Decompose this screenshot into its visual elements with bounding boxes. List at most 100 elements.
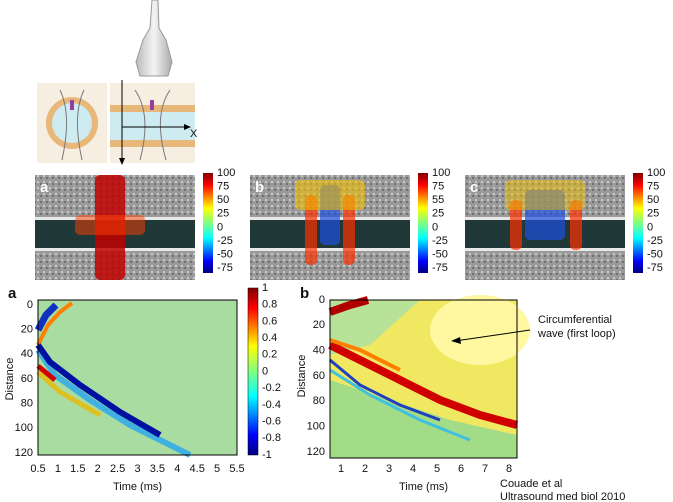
citation: Couade et al — [500, 478, 562, 490]
colorbar-tick-label: 1 — [262, 282, 268, 294]
axis-label: X — [190, 128, 198, 140]
x-tick-label: 2.5 — [110, 463, 125, 475]
image-row: a1007550250-25-50-75b1007555250-25-50-75… — [35, 167, 665, 280]
colorbar-tick-label: 0.4 — [262, 332, 277, 344]
colorbar-tick-label: -50 — [647, 249, 663, 261]
colorbar-tick-label: -75 — [647, 262, 663, 274]
colorbar-tick-label: -0.4 — [262, 399, 281, 411]
x-tick-label: 4.5 — [190, 463, 205, 475]
x-axis-label: Time (ms) — [113, 481, 162, 493]
colorbar-tick-label: 0 — [647, 221, 653, 233]
x-axis-label: Time (ms) — [399, 481, 448, 493]
colorbar-tick-label: -0.2 — [262, 382, 281, 394]
x-tick-label: 7 — [482, 463, 488, 475]
y-tick-label: 100 — [15, 422, 33, 434]
x-tick-label: 8 — [506, 463, 512, 475]
colorbar-tick-label: 25 — [217, 208, 229, 220]
colorbar-tick-label: 50 — [647, 194, 659, 206]
colorbar-tick-label: 55 — [432, 194, 444, 206]
x-tick-label: 3 — [134, 463, 140, 475]
x-tick-label: 3 — [386, 463, 392, 475]
y-tick-label: 40 — [21, 348, 33, 360]
y-tick-label: 0 — [27, 299, 33, 311]
colorbar-tick-label: -75 — [432, 262, 448, 274]
x-tick-label: 2 — [95, 463, 101, 475]
colorbar-tick-label: 0.8 — [262, 299, 277, 311]
x-tick-label: 2 — [362, 463, 368, 475]
colorbar — [203, 173, 213, 273]
x-tick-label: 4 — [410, 463, 416, 475]
y-tick-label: 80 — [313, 395, 325, 407]
colorbar-tick-label: -0.6 — [262, 416, 281, 428]
colorbar-tick-label: -0.8 — [262, 432, 281, 444]
colorbar-tick-label: -50 — [432, 249, 448, 261]
y-tick-label: 0 — [319, 294, 325, 306]
x-tick-label: 5.5 — [229, 463, 244, 475]
x-tick-label: 5 — [214, 463, 220, 475]
colorbar-tick-label: 100 — [217, 167, 235, 179]
y-tick-label: 20 — [313, 319, 325, 331]
x-tick-label: 6 — [458, 463, 464, 475]
colorbar-tick-label: -50 — [217, 249, 233, 261]
colorbar — [633, 173, 643, 273]
x-tick-label: 1 — [55, 463, 61, 475]
colorbar-tick-label: 0.2 — [262, 349, 277, 361]
annotation: wave (first loop) — [537, 328, 616, 340]
colorbar-tick-label: 25 — [647, 208, 659, 220]
x-tick-label: 3.5 — [150, 463, 165, 475]
colorbar-tick-label: -25 — [217, 235, 233, 247]
colorbar-tick-label: 75 — [647, 181, 659, 193]
colorbar-tick-label: -75 — [217, 262, 233, 274]
elasticity-overlay — [75, 215, 145, 235]
illustration: X — [37, 0, 198, 165]
colorbar-tick-label: 25 — [432, 208, 444, 220]
y-tick-label: 100 — [307, 421, 325, 433]
elasticity-overlay — [343, 195, 355, 265]
colorbar-tick-label: 75 — [432, 181, 444, 193]
x-tick-label: 4 — [174, 463, 180, 475]
x-tick-label: 0.5 — [30, 463, 45, 475]
panel-label: a — [40, 179, 49, 196]
x-tick-label: 5 — [434, 463, 440, 475]
y-tick-label: 60 — [21, 373, 33, 385]
colorbar-tick-label: 0 — [262, 365, 268, 377]
y-tick-label: 20 — [21, 324, 33, 336]
elasticity-overlay — [505, 180, 585, 210]
colorbar-tick-label: 0.6 — [262, 315, 277, 327]
elasticity-overlay — [510, 200, 522, 250]
elasticity-overlay — [295, 180, 365, 210]
panel-label: b — [255, 179, 264, 196]
annotation: Circumferential — [538, 314, 612, 326]
colorbar-tick-label: 0 — [217, 221, 223, 233]
y-tick-label: 80 — [21, 398, 33, 410]
elasticity-overlay — [570, 200, 582, 250]
plot-a — [34, 287, 259, 458]
x-tick-label: 1 — [338, 463, 344, 475]
colorbar-tick-label: -25 — [647, 235, 663, 247]
plot-b — [328, 295, 531, 459]
colorbar-tick-label: -25 — [432, 235, 448, 247]
colorbar-tick-label: 75 — [217, 181, 229, 193]
panel-label: a — [8, 285, 17, 302]
panel-label: c — [470, 179, 478, 196]
colorbar-tick-label: 50 — [217, 194, 229, 206]
y-tick-label: 60 — [313, 370, 325, 382]
colorbar-tick-label: 100 — [647, 167, 665, 179]
citation: Ultrasound med biol 2010 — [500, 491, 625, 502]
x-tick-label: 1.5 — [70, 463, 85, 475]
colorbar — [418, 173, 428, 273]
y-tick-label: 120 — [15, 447, 33, 459]
colorbar-tick-label: 0 — [432, 221, 438, 233]
vessel-wall — [250, 248, 410, 251]
colorbar-tick-label: 100 — [432, 167, 450, 179]
vessel-wall — [465, 248, 625, 251]
y-axis-label: Distance — [296, 355, 308, 398]
y-tick-label: 40 — [313, 345, 325, 357]
y-axis-label: Distance — [4, 358, 16, 401]
panel-label: b — [300, 285, 309, 302]
colorbar-tick-label: -1 — [262, 449, 272, 461]
y-tick-label: 120 — [307, 446, 325, 458]
elasticity-overlay — [305, 195, 317, 265]
